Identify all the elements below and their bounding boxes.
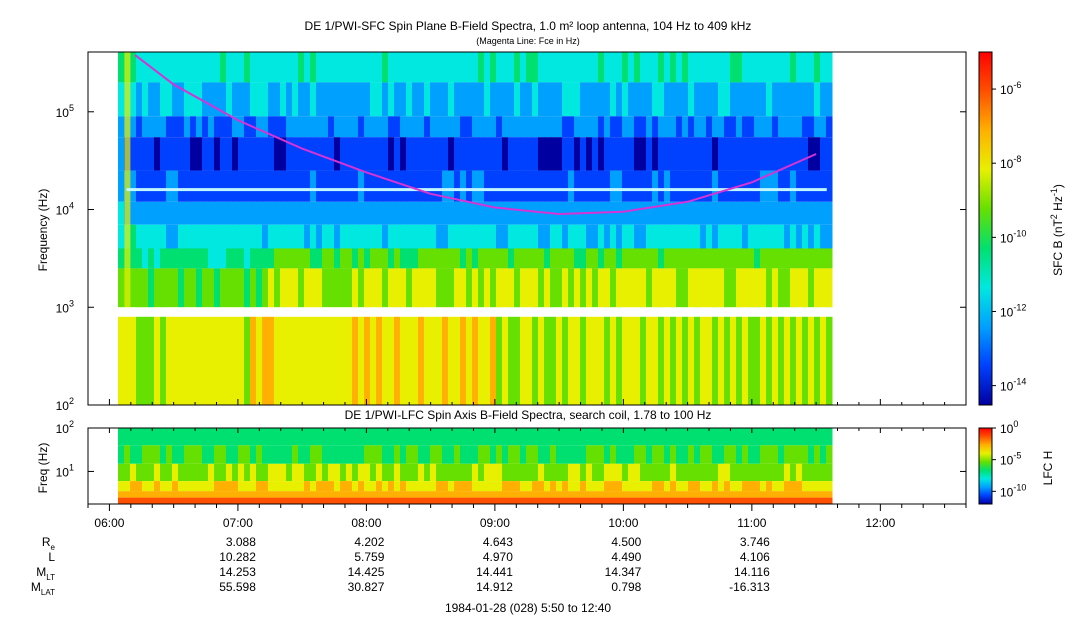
sfc-plot-frame — [87, 51, 967, 406]
ephemeris-value: 14.425 — [348, 565, 385, 579]
y-tick-label: 103 — [56, 298, 74, 315]
colorbar-tick-label: 10-10 — [1000, 482, 1026, 499]
ephemeris-row-label: MLT — [36, 565, 55, 582]
time-tick-label: 08:00 — [351, 516, 381, 530]
ephemeris-value: 0.798 — [611, 580, 641, 594]
ephemeris-value: 55.598 — [219, 580, 256, 594]
colorbar-tick-label: 10-14 — [1000, 377, 1026, 394]
time-tick-label: 10:00 — [608, 516, 638, 530]
time-tick-label: 12:00 — [865, 516, 895, 530]
colorbar-tick-label: 10-10 — [1000, 228, 1026, 245]
ephemeris-value: 30.827 — [348, 580, 385, 594]
lfc-colorbar — [978, 427, 993, 505]
ephemeris-value: 4.643 — [483, 535, 513, 549]
sfc-colorbar-label: SFC B (nT2 Hz-1) — [1049, 184, 1065, 276]
sfc-colorbar-axis: 10-6 10-8 10-10 10-12 10-14 — [992, 80, 1026, 394]
ephemeris-table: Re 3.088 4.202 4.643 4.500 3.746 L 10.282 5.759 4… — [31, 535, 770, 597]
time-tick-label: 07:00 — [223, 516, 253, 530]
colorbar-tick-label: 10-5 — [1000, 451, 1021, 468]
ephemeris-row-label: L — [48, 550, 55, 564]
time-tick-label: 09:00 — [480, 516, 510, 530]
lfc-colorbar-axis: 100 10-5 10-10 — [992, 419, 1026, 499]
sfc-subtitle: (Magenta Line: Fce in Hz) — [476, 36, 580, 46]
y-tick-label: 102 — [56, 396, 74, 413]
sfc-colorbar — [978, 51, 993, 406]
ephemeris-value: 14.253 — [219, 565, 256, 579]
colorbar-tick-label: 100 — [1000, 419, 1018, 436]
colorbar-tick-label: 10-6 — [1000, 80, 1021, 97]
ephemeris-value: 5.759 — [354, 550, 384, 564]
time-tick-label: 11:00 — [737, 516, 766, 530]
time-range-caption: 1984-01-28 (028) 5:50 to 12:40 — [445, 601, 611, 615]
lfc-plot-frame — [87, 427, 967, 505]
lfc-ylabel: Freq (Hz) — [36, 443, 50, 494]
ephemeris-value: 4.970 — [483, 550, 513, 564]
colorbar-tick-label: 10-12 — [1000, 302, 1026, 319]
ephemeris-value: 4.106 — [740, 550, 770, 564]
y-tick-label: 104 — [56, 201, 74, 218]
lfc-title: DE 1/PWI-LFC Spin Axis B-Field Spectra, … — [345, 408, 712, 422]
ephemeris-value: 3.746 — [740, 535, 770, 549]
ephemeris-row-label: Re — [42, 535, 56, 552]
y-tick-label: 101 — [56, 462, 74, 479]
ephemeris-value: -16.313 — [729, 580, 770, 594]
ephemeris-row-label: MLAT — [31, 580, 55, 597]
sfc-ylabel: Frequency (Hz) — [36, 189, 50, 272]
ephemeris-value: 14.347 — [605, 565, 642, 579]
sfc-y-axis: 102 103 104 105 — [56, 103, 966, 413]
y-tick-label: 102 — [56, 419, 74, 436]
fce-line — [134, 54, 817, 216]
sfc-spectrogram — [88, 52, 966, 405]
ephemeris-value: 10.282 — [219, 550, 256, 564]
ephemeris-value: 3.088 — [226, 535, 256, 549]
colorbar-tick-label: 10-8 — [1000, 154, 1021, 171]
ephemeris-value: 4.500 — [611, 535, 641, 549]
ephemeris-value: 4.490 — [611, 550, 641, 564]
ephemeris-value: 14.912 — [476, 580, 513, 594]
lfc-y-axis: 101 102 — [56, 419, 966, 479]
ephemeris-value: 14.441 — [476, 565, 513, 579]
time-axis: 06:00 07:00 08:00 09:00 10:00 11:00 12:00 — [87, 399, 967, 530]
lfc-colorbar-label: LFC H — [1041, 451, 1055, 486]
lfc-spectrogram — [118, 428, 833, 504]
sfc-title: DE 1/PWI-SFC Spin Plane B-Field Spectra,… — [305, 19, 752, 33]
ephemeris-value: 4.202 — [354, 535, 384, 549]
y-tick-label: 105 — [56, 103, 74, 120]
time-tick-label: 06:00 — [94, 516, 124, 530]
ephemeris-value: 14.116 — [734, 565, 770, 579]
